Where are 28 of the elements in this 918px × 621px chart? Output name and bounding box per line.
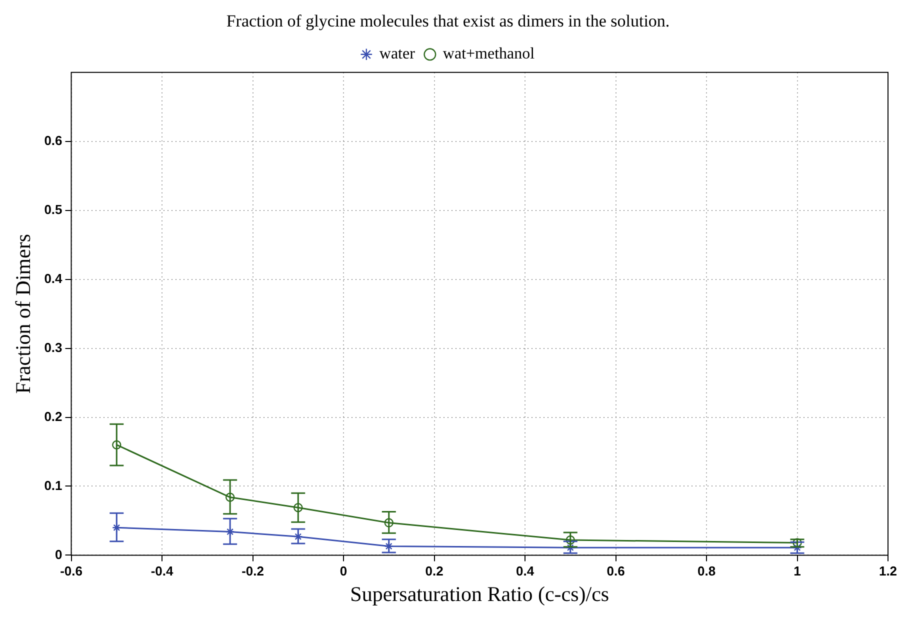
point [294, 503, 303, 512]
point [225, 492, 235, 502]
y-tick-label: 0 [55, 546, 62, 562]
y-tick-label: 0.3 [44, 340, 62, 355]
point [112, 440, 122, 450]
point [792, 538, 802, 548]
legend-label: wat+methanol [442, 46, 536, 63]
x-tick-label: 1.2 [878, 564, 898, 579]
point [790, 541, 806, 554]
x-tick-label: 0.2 [425, 564, 444, 579]
x-axis-title: Supersaturation Ratio (c-cs)/cs [350, 582, 610, 606]
x-tick-label: 0.6 [606, 564, 625, 579]
point [384, 518, 394, 528]
x-tick-label: -0.6 [60, 564, 82, 579]
x-tick-label: 0 [340, 564, 348, 579]
y-tick-label: 0.5 [44, 202, 62, 217]
x-tick-label: 0.8 [697, 564, 716, 579]
y-tick-label: 0.1 [44, 478, 62, 493]
legend-label: water [379, 46, 416, 63]
x-tick-label: 0.4 [516, 564, 535, 579]
y-tick-label: 0.6 [44, 132, 62, 148]
x-tick-label: -0.2 [242, 564, 264, 579]
x-tick-label: -0.4 [150, 564, 174, 579]
y-tick-label: 0.2 [44, 408, 62, 424]
y-axis-title: Fraction of Dimers [11, 234, 36, 394]
chart-title: Fraction of glycine molecules that exist as dimers in the solution. [226, 12, 670, 31]
y-tick-label: 0.4 [44, 270, 64, 286]
x-tick-label: 1 [794, 564, 801, 579]
